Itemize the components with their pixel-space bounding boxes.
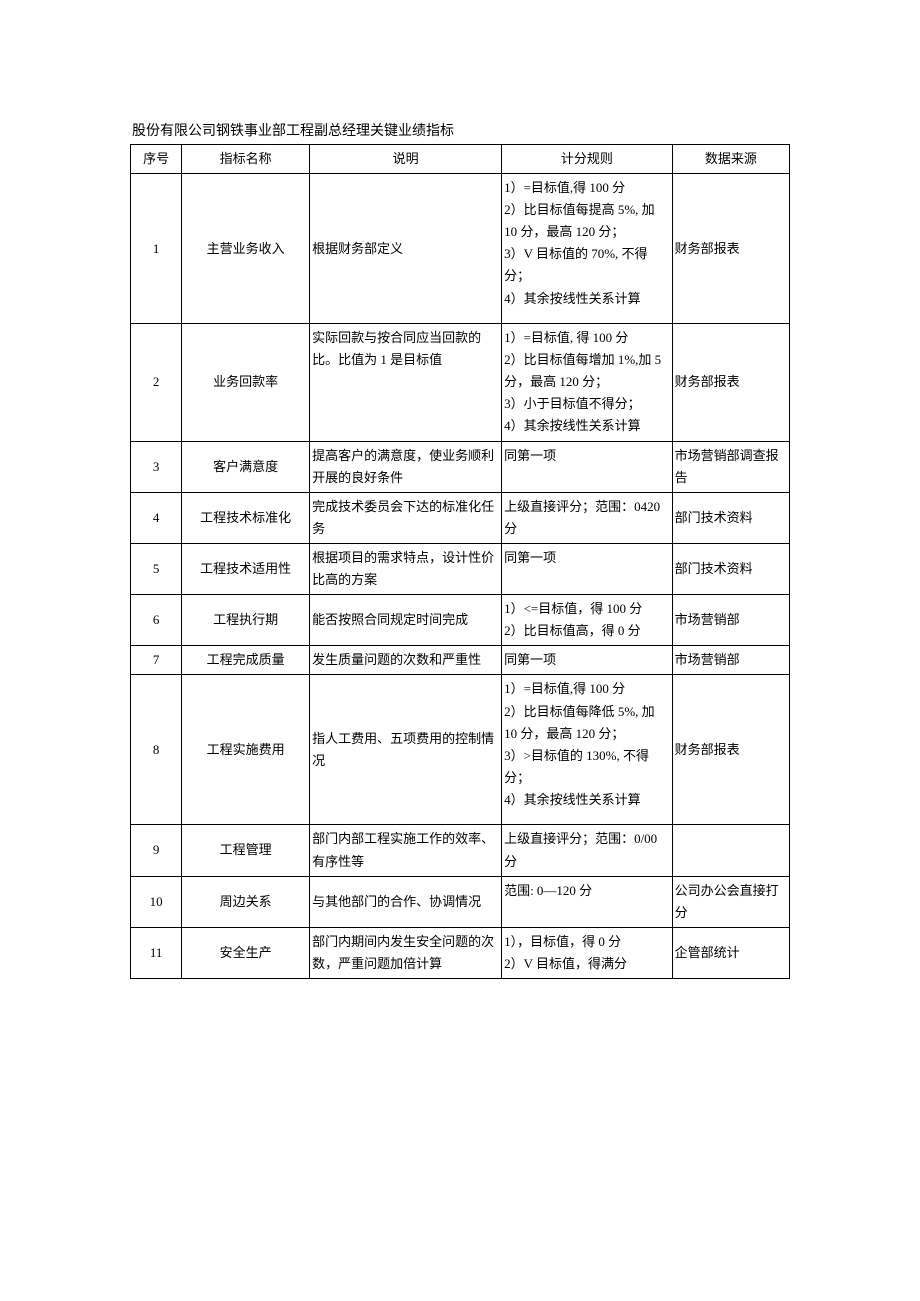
- cell-desc: 能否按照合同规定时间完成: [310, 595, 502, 646]
- table-row: 6工程执行期能否按照合同规定时间完成1）<=目标值，得 100 分 2）比目标值…: [131, 595, 790, 646]
- cell-rule: 1）=目标值,得 100 分 2）比目标值每提高 5%, 加 10 分，最高 1…: [502, 174, 673, 324]
- cell-seq: 8: [131, 675, 182, 825]
- cell-seq: 9: [131, 825, 182, 876]
- cell-rule: 1）<=目标值，得 100 分 2）比目标值高，得 0 分: [502, 595, 673, 646]
- cell-rule: 同第一项: [502, 441, 673, 492]
- cell-desc: 提高客户的满意度，使业务顺利开展的良好条件: [310, 441, 502, 492]
- header-desc: 说明: [310, 145, 502, 174]
- cell-source: 部门技术资料: [672, 543, 789, 594]
- cell-source: 财务部报表: [672, 174, 789, 324]
- cell-seq: 10: [131, 876, 182, 927]
- cell-desc: 完成技术委员会下达的标准化任务: [310, 492, 502, 543]
- cell-desc: 与其他部门的合作、协调情况: [310, 876, 502, 927]
- table-row: 10周边关系与其他部门的合作、协调情况 范围: 0—120 分公司办公会直接打分: [131, 876, 790, 927]
- cell-name: 安全生产: [182, 927, 310, 978]
- table-row: 11安全生产部门内期间内发生安全问题的次数，严重问题加倍计算1），目标值，得 0…: [131, 927, 790, 978]
- table-row: 3客户满意度提高客户的满意度，使业务顺利开展的良好条件同第一项市场营销部调查报告: [131, 441, 790, 492]
- cell-name: 工程技术适用性: [182, 543, 310, 594]
- cell-source: 财务部报表: [672, 324, 789, 441]
- cell-desc: 发生质量问题的次数和严重性: [310, 646, 502, 675]
- cell-rule: 同第一项: [502, 646, 673, 675]
- header-seq: 序号: [131, 145, 182, 174]
- table-row: 4工程技术标准化完成技术委员会下达的标准化任务上级直接评分；范围：0420 分部…: [131, 492, 790, 543]
- cell-source: 部门技术资料: [672, 492, 789, 543]
- table-row: 5工程技术适用性根据项目的需求特点，设计性价比高的方案同第一项部门技术资料: [131, 543, 790, 594]
- cell-source: 市场营销部调查报告: [672, 441, 789, 492]
- cell-name: 工程完成质量: [182, 646, 310, 675]
- cell-seq: 3: [131, 441, 182, 492]
- cell-rule: 同第一项: [502, 543, 673, 594]
- cell-desc: 根据项目的需求特点，设计性价比高的方案: [310, 543, 502, 594]
- cell-desc: 指人工费用、五项费用的控制情况: [310, 675, 502, 825]
- cell-rule: 范围: 0—120 分: [502, 876, 673, 927]
- cell-rule: 1），目标值，得 0 分 2）V 目标值，得满分: [502, 927, 673, 978]
- header-rule: 计分规则: [502, 145, 673, 174]
- cell-rule: 1）=目标值,得 100 分 2）比目标值每降低 5%, 加 10 分，最高 1…: [502, 675, 673, 825]
- table-row: 2业务回款率实际回款与按合同应当回款的比。比值为 1 是目标值 1）=目标值, …: [131, 324, 790, 441]
- cell-name: 主营业务收入: [182, 174, 310, 324]
- cell-source: 公司办公会直接打分: [672, 876, 789, 927]
- header-source: 数据来源: [672, 145, 789, 174]
- cell-seq: 6: [131, 595, 182, 646]
- cell-seq: 1: [131, 174, 182, 324]
- cell-source: 企管部统计: [672, 927, 789, 978]
- kpi-table: 序号 指标名称 说明 计分规则 数据来源 1主营业务收入根据财务部定义 1）=目…: [130, 144, 790, 979]
- table-row: 1主营业务收入根据财务部定义 1）=目标值,得 100 分 2）比目标值每提高 …: [131, 174, 790, 324]
- cell-desc: 部门内期间内发生安全问题的次数，严重问题加倍计算: [310, 927, 502, 978]
- cell-source: 财务部报表: [672, 675, 789, 825]
- table-row: 8工程实施费用指人工费用、五项费用的控制情况 1）=目标值,得 100 分 2）…: [131, 675, 790, 825]
- cell-name: 工程执行期: [182, 595, 310, 646]
- cell-name: 工程技术标准化: [182, 492, 310, 543]
- header-name: 指标名称: [182, 145, 310, 174]
- table-body: 1主营业务收入根据财务部定义 1）=目标值,得 100 分 2）比目标值每提高 …: [131, 174, 790, 979]
- document-title: 股份有限公司钢铁事业部工程副总经理关键业绩指标: [130, 120, 790, 140]
- cell-name: 客户满意度: [182, 441, 310, 492]
- cell-name: 工程管理: [182, 825, 310, 876]
- cell-source: [672, 825, 789, 876]
- cell-rule: 上级直接评分；范围：0420 分: [502, 492, 673, 543]
- cell-rule: 1）=目标值, 得 100 分 2）比目标值每增加 1%,加 5 分，最高 12…: [502, 324, 673, 441]
- table-header-row: 序号 指标名称 说明 计分规则 数据来源: [131, 145, 790, 174]
- cell-seq: 4: [131, 492, 182, 543]
- cell-seq: 2: [131, 324, 182, 441]
- cell-seq: 11: [131, 927, 182, 978]
- cell-name: 工程实施费用: [182, 675, 310, 825]
- cell-name: 周边关系: [182, 876, 310, 927]
- cell-desc: 部门内部工程实施工作的效率、有序性等: [310, 825, 502, 876]
- cell-desc: 根据财务部定义: [310, 174, 502, 324]
- cell-seq: 7: [131, 646, 182, 675]
- cell-name: 业务回款率: [182, 324, 310, 441]
- table-row: 9工程管理部门内部工程实施工作的效率、有序性等上级直接评分；范围：0/00 分: [131, 825, 790, 876]
- cell-desc: 实际回款与按合同应当回款的比。比值为 1 是目标值: [310, 324, 502, 441]
- cell-rule: 上级直接评分；范围：0/00 分: [502, 825, 673, 876]
- table-row: 7工程完成质量发生质量问题的次数和严重性同第一项市场营销部: [131, 646, 790, 675]
- cell-source: 市场营销部: [672, 646, 789, 675]
- cell-seq: 5: [131, 543, 182, 594]
- cell-source: 市场营销部: [672, 595, 789, 646]
